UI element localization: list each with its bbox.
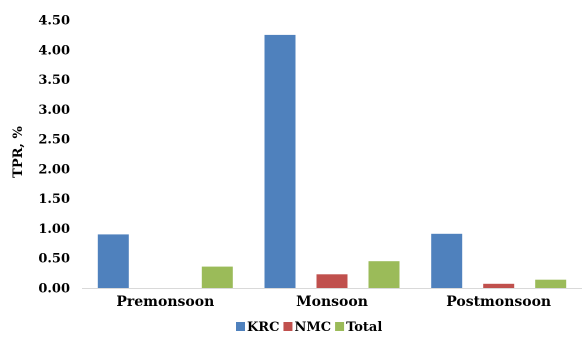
y-tick-label: 0.50 [38, 252, 70, 267]
legend-label-nmc: NMC [294, 320, 331, 335]
y-tick-label: 2.50 [38, 133, 70, 148]
legend-swatch-krc [236, 322, 245, 331]
y-tick-label: 4.50 [38, 14, 70, 29]
y-tick-label: 1.00 [38, 222, 70, 237]
legend-swatch-total [335, 322, 345, 331]
legend-label-total: Total [346, 320, 382, 335]
x-category-label: Monsoon [296, 294, 368, 310]
y-tick-label: 1.50 [38, 192, 70, 207]
bar-krc-premonsoon [97, 234, 129, 288]
bar-total-postmonsoon [535, 279, 567, 288]
y-tick-label: 2.00 [38, 162, 70, 177]
legend-swatch-nmc [283, 322, 293, 331]
x-axis-labels: Premonsoon Monsoon Postmonsoon [116, 294, 551, 310]
x-category-label: Postmonsoon [446, 294, 551, 310]
bar-total-premonsoon [201, 266, 233, 288]
y-tick-label: 3.00 [38, 103, 70, 118]
bar-nmc-postmonsoon [483, 283, 515, 288]
legend-label-krc: KRC [247, 320, 279, 335]
bar-krc-postmonsoon [431, 233, 463, 288]
legend: KRC NMC Total [236, 320, 382, 335]
bar-krc-monsoon [264, 34, 296, 289]
y-axis-ticks: 0.00 0.50 1.00 1.50 2.00 2.50 3.00 3.50 4.00 4.50 [38, 14, 70, 297]
y-axis-title: TPR, % [11, 126, 26, 178]
x-category-label: Premonsoon [116, 294, 214, 310]
y-tick-label: 0.00 [38, 282, 70, 297]
bar-total-monsoon [368, 261, 400, 288]
y-tick-label: 4.00 [38, 43, 70, 58]
y-tick-label: 3.50 [38, 73, 70, 88]
bar-nmc-monsoon [316, 274, 348, 288]
bars [97, 34, 567, 289]
